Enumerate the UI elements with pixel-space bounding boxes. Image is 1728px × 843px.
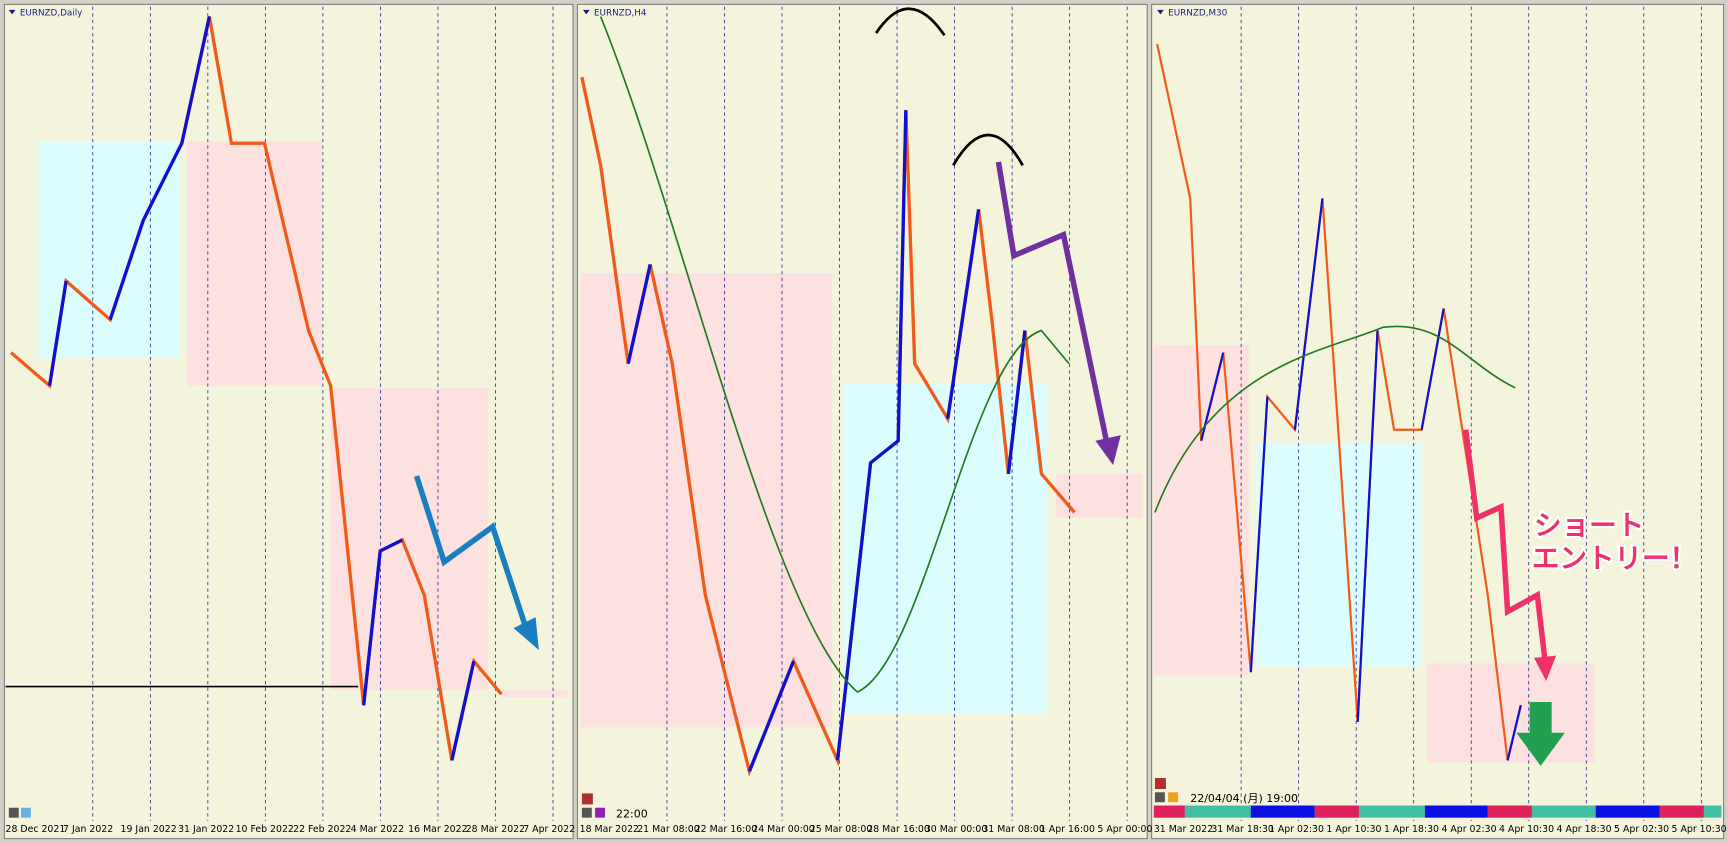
x-tick-label: 1 Apr 18:30 [1384,824,1439,835]
arrowhead [513,617,539,651]
price-up [1293,198,1324,430]
x-tick-label: 25 Mar 08:00 [810,824,873,835]
panel-title: EURNZD,Daily [20,8,83,18]
x-tick-label: 4 Apr 10:30 [1499,824,1554,835]
title-icon [1157,9,1164,15]
down-arrow [1516,701,1565,766]
bar-seg [1595,805,1660,818]
price-up [747,660,796,772]
icon[interactable] [8,807,19,818]
x-tick-label: 30 Mar 00:00 [925,824,988,835]
bar-seg [1314,805,1359,818]
x-tick-label: 16 Mar 2022 [408,824,467,835]
x-tick-label: 19 Jan 2022 [121,824,177,835]
zone [38,141,180,359]
zone [330,387,489,690]
x-tick-label: 24 Mar 00:00 [752,824,815,835]
x-tick-label: 31 Mar 18:30 [1211,824,1274,835]
x-tick-label: 4 Apr 18:30 [1557,824,1612,835]
x-tick-label: 28 Mar 2022 [466,824,525,835]
panel-title: EURNZD,H4 [594,8,647,18]
icon[interactable] [1154,792,1165,803]
zone [843,383,1047,715]
icon[interactable] [20,807,31,818]
x-tick-label: 1 Apr 10:30 [1326,824,1381,835]
price-up [450,660,476,761]
price-up [108,16,212,321]
bar-seg [1153,805,1185,818]
panel-title: EURNZD,M30 [1168,8,1227,18]
x-tick-label: 5 Apr 02:30 [1614,824,1669,835]
price-up [1356,330,1379,722]
time-label: 22:00 [616,808,648,821]
bar-seg [1424,805,1488,818]
price-up [47,280,68,386]
top-marks [874,7,1024,166]
price-up [362,538,403,706]
price-up [1506,704,1522,761]
x-tick-label: 22 Feb 2022 [293,824,351,835]
zone [187,141,322,386]
x-tick-label: 28 Mar 16:00 [867,824,930,835]
icon[interactable] [595,807,606,818]
color-bar [1153,805,1722,818]
x-tick-label: 21 Mar 08:00 [637,824,700,835]
x-tick-label: 1 Apr 02:30 [1269,824,1324,835]
icon[interactable] [581,807,592,818]
price-path [9,16,503,761]
icon[interactable] [581,793,593,805]
price-up [1420,308,1445,430]
arrowhead [1534,655,1557,682]
title-icon [582,9,590,15]
price-up [835,110,908,761]
zone [501,689,568,698]
x-tick-label: 5 Apr 10:30 [1672,824,1727,835]
bar-seg [1487,805,1532,818]
annotation: ショート [1534,509,1644,541]
arrow [995,161,1111,447]
x-tick-label: 1 Apr 16:00 [1040,824,1095,835]
price-up [626,264,652,365]
moving-average [599,16,1070,694]
x-tick-label: 4 Apr 02:30 [1441,824,1496,835]
zone [1256,442,1422,667]
arrow [413,475,530,632]
moving-average [1154,325,1516,513]
arrowhead [1095,435,1121,466]
x-tick-label: 22 Mar 16:00 [695,824,758,835]
x-tick-label: 7 Jan 2022 [63,824,113,835]
price-up [1249,396,1269,673]
bar-seg [1659,805,1704,818]
zone [1153,344,1249,676]
zone [580,273,833,728]
x-tick-label: 31 Mar 2022 [1154,824,1213,835]
price-up [946,209,981,419]
x-tick-label: 7 Apr 2022 [523,824,575,835]
x-tick-label: 31 Jan 2022 [178,824,234,835]
title-icon [8,9,16,15]
x-tick-label: 31 Mar 08:00 [982,824,1045,835]
x-tick-label: 5 Apr 00:00 [1097,824,1152,835]
date-label: 22/04/04 (月) 19:00 [1190,792,1298,805]
x-tick-label: 28 Dec 2021 [6,824,66,835]
x-tick-label: 18 Mar 2022 [580,824,639,835]
arrow [1462,429,1548,662]
annotation: エントリー！ [1532,543,1697,575]
bar-seg [1250,805,1315,818]
icon[interactable] [1154,777,1166,790]
x-tick-label: 4 Mar 2022 [351,824,404,835]
price-up [1006,330,1027,475]
icon[interactable] [1168,792,1179,803]
zone [1055,473,1143,518]
x-tick-label: 10 Feb 2022 [236,824,294,835]
